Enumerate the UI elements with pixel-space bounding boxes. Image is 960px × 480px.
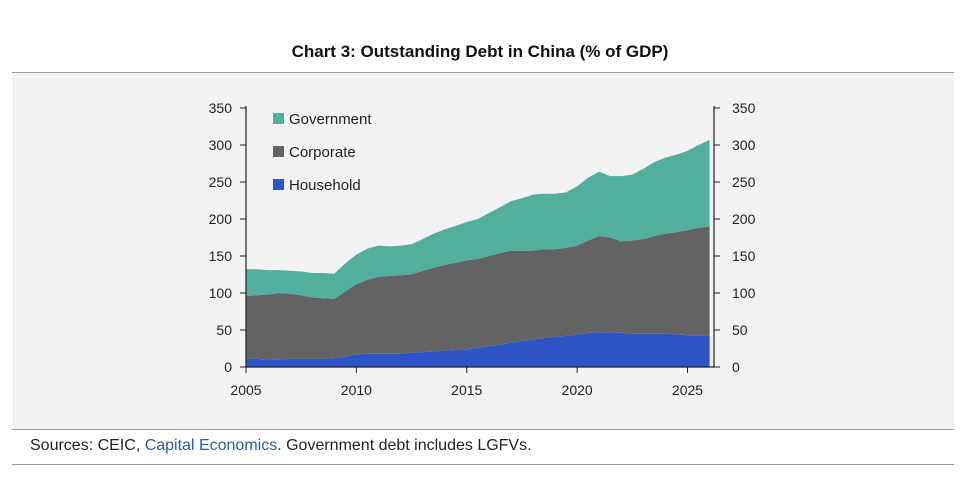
footer-divider [12,464,954,465]
x-tick-label: 2015 [451,382,482,398]
y-tick-label-left: 150 [209,248,233,264]
legend-label-government: Government [289,111,372,128]
y-tick-label-right: 100 [732,285,756,301]
y-tick-label-right: 250 [732,174,756,190]
x-tick-label: 2020 [562,382,593,398]
top-divider [12,72,954,73]
y-tick-label-right: 300 [732,137,756,153]
x-tick-label: 2025 [672,382,703,398]
axes: 0 0 50 50 100 100 150 150 200 200 250 250 300 300 350 3… [209,100,756,398]
y-tick-label-left: 300 [209,137,233,153]
y-tick-label-left: 350 [209,100,233,116]
legend-label-household: Household [289,177,361,194]
y-tick-label-left: 50 [216,322,232,338]
bottom-divider [12,429,954,430]
y-tick-label-right: 200 [732,211,756,227]
y-tick-label-right: 350 [732,100,756,116]
legend: Government Corporate Household [273,111,372,194]
area-government [246,139,710,299]
chart-title: Chart 3: Outstanding Debt in China (% of… [291,42,669,61]
y-tick-label-right: 50 [732,322,748,338]
x-tick-label: 2010 [341,382,372,398]
area-corporate [246,226,710,360]
y-tick-label-left: 0 [224,359,232,375]
y-tick-label-right: 0 [732,359,740,375]
y-tick-label-left: 100 [209,285,233,301]
x-tick-label: 2005 [230,382,261,398]
area-household [246,332,710,367]
legend-swatch-corporate [273,146,284,157]
y-tick-label-left: 250 [209,174,233,190]
y-tick-label-right: 150 [732,248,756,264]
legend-label-corporate: Corporate [289,144,356,161]
y-tick-label-left: 200 [209,211,233,227]
area-layers [246,139,710,367]
source-suffix: . Government debt includes LGFVs. [277,437,532,454]
legend-swatch-government [273,113,284,124]
source-prefix: Sources: CEIC, [30,437,145,454]
legend-swatch-household [273,179,284,190]
source-link[interactable]: Capital Economics [144,437,278,454]
source-note: Sources: CEIC, Capital Economics. Govern… [30,437,532,455]
